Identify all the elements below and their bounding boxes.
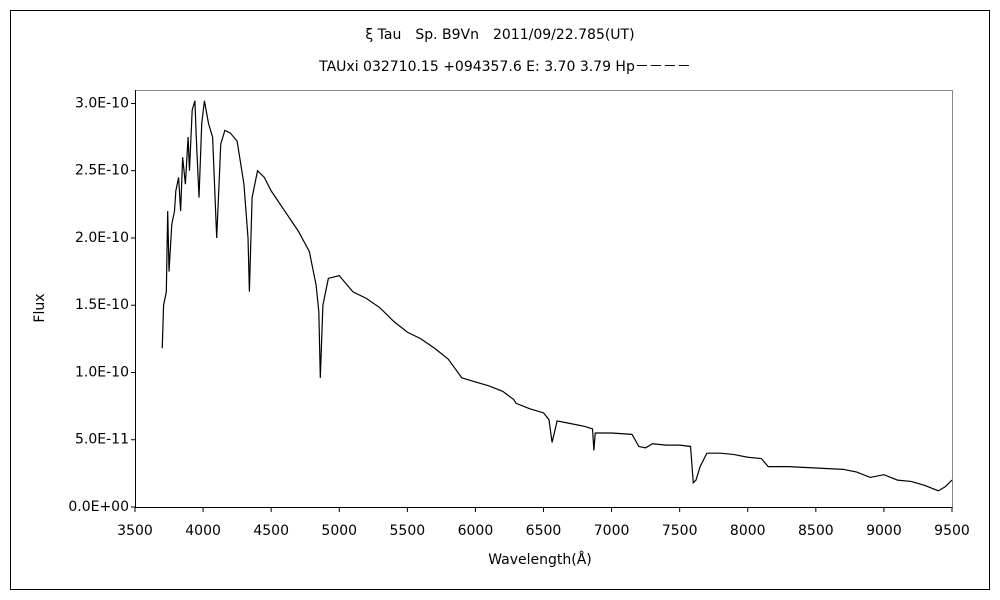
x-tick-label: 6500 bbox=[526, 523, 562, 539]
x-tick-label: 5000 bbox=[321, 523, 357, 539]
chart-frame bbox=[10, 10, 990, 590]
y-tick-label: 5.0E-11 bbox=[75, 432, 129, 448]
y-tick-label: 2.5E-10 bbox=[75, 163, 129, 179]
y-tick-label: 2.0E-10 bbox=[75, 230, 129, 246]
x-tick-label: 6000 bbox=[458, 523, 494, 539]
x-tick-label: 7000 bbox=[594, 523, 630, 539]
y-axis-label: Flux bbox=[32, 293, 48, 322]
x-tick-label: 8500 bbox=[798, 523, 834, 539]
y-tick-label: 1.0E-10 bbox=[75, 364, 129, 380]
x-axis-label: Wavelength(Å) bbox=[488, 551, 592, 568]
y-tick-label: 3.0E-10 bbox=[75, 95, 129, 111]
spectrum-line bbox=[161, 100, 953, 492]
x-tick-label: 4500 bbox=[253, 523, 289, 539]
x-tick-label: 3500 bbox=[117, 523, 153, 539]
x-tick-label: 9500 bbox=[934, 523, 970, 539]
x-tick-label: 7500 bbox=[662, 523, 698, 539]
y-tick-label: 1.5E-10 bbox=[75, 297, 129, 313]
x-tick-label: 8000 bbox=[730, 523, 766, 539]
chart-title: ξ Tau Sp. B9Vn 2011/09/22.785(UT) bbox=[365, 27, 634, 43]
x-tick-label: 9000 bbox=[866, 523, 902, 539]
chart-subtitle: TAUxi 032710.15 +094357.6 E: 3.70 3.79 H… bbox=[318, 59, 691, 75]
x-tick-label: 4000 bbox=[185, 523, 221, 539]
x-tick-label: 5500 bbox=[390, 523, 426, 539]
y-tick-label: 0.0E+00 bbox=[68, 499, 129, 515]
